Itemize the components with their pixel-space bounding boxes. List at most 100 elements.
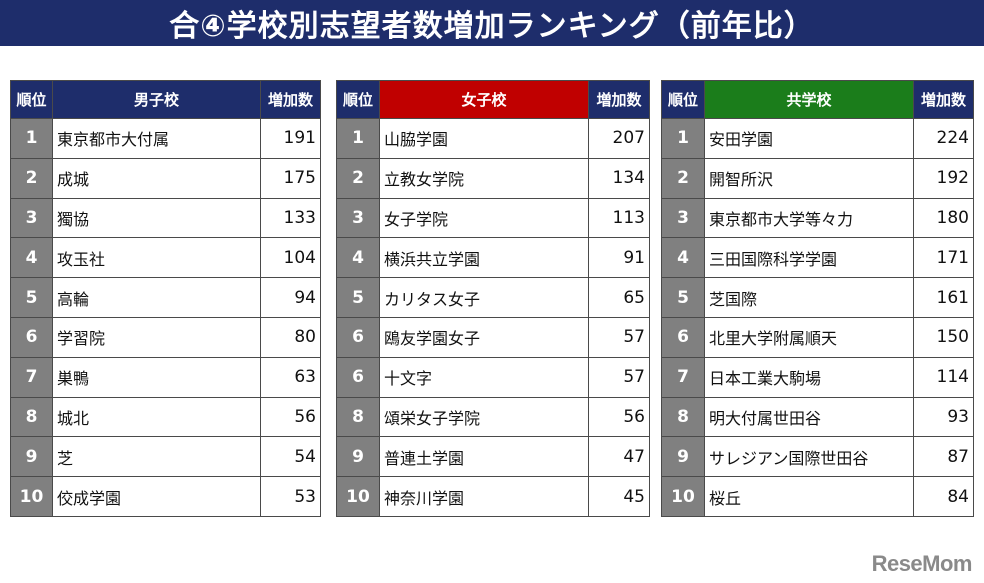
school-name-cell: 日本工業大駒場 — [704, 356, 914, 398]
school-name-cell: 佼成学園 — [52, 476, 261, 517]
increase-cell: 192 — [913, 157, 974, 199]
increase-cell: 224 — [913, 118, 974, 159]
rank-cell: 6 — [336, 356, 380, 398]
rank-cell: 6 — [336, 316, 380, 358]
increase-cell: 150 — [913, 316, 974, 358]
rank-cell: 10 — [10, 476, 53, 517]
table-row: 8 城北 56 — [10, 396, 321, 438]
table-row: 9 サレジアン国際世田谷 87 — [661, 436, 974, 478]
table-row: 1 山脇学園 207 — [336, 118, 650, 159]
table-row: 9 普連土学園 47 — [336, 436, 650, 478]
school-name-cell: 女子学院 — [379, 197, 589, 239]
rank-cell: 2 — [661, 157, 705, 199]
rank-cell: 4 — [661, 237, 705, 279]
rank-cell: 6 — [661, 316, 705, 358]
rank-cell: 3 — [336, 197, 380, 239]
table-row: 3 獨協 133 — [10, 197, 321, 239]
table-row: 6 鴎友学園女子 57 — [336, 316, 650, 358]
school-name-cell: 頌栄女子学院 — [379, 396, 589, 438]
increase-cell: 171 — [913, 237, 974, 279]
table-row: 6 学習院 80 — [10, 316, 321, 358]
rank-cell: 5 — [661, 277, 705, 318]
increase-cell: 57 — [588, 316, 650, 358]
rank-cell: 1 — [336, 118, 380, 159]
school-name-cell: 明大付属世田谷 — [704, 396, 914, 438]
rank-cell: 3 — [661, 197, 705, 239]
increase-cell: 93 — [913, 396, 974, 438]
school-name-cell: 山脇学園 — [379, 118, 589, 159]
increase-cell: 53 — [260, 476, 321, 517]
table-row: 1 安田学園 224 — [661, 118, 974, 159]
rank-cell: 1 — [661, 118, 705, 159]
rank-cell: 7 — [661, 356, 705, 398]
increase-cell: 47 — [588, 436, 650, 478]
coed-school-ranking-table: 順位 共学校 増加数 1 安田学園 224 2 開智所沢 192 3 東京都市大学等々力 180… — [661, 80, 974, 517]
table-row: 8 明大付属世田谷 93 — [661, 396, 974, 438]
school-name-cell: 成城 — [52, 157, 261, 199]
rank-cell: 4 — [336, 237, 380, 279]
increase-cell: 84 — [913, 476, 974, 517]
rank-cell: 9 — [10, 436, 53, 478]
table-row: 10 佼成学園 53 — [10, 476, 321, 517]
table-row: 7 巣鴨 63 — [10, 356, 321, 398]
table-header-row: 順位 女子校 増加数 — [336, 80, 650, 119]
table-row: 6 北里大学附属順天 150 — [661, 316, 974, 358]
school-name-cell: 獨協 — [52, 197, 261, 239]
increase-cell: 65 — [588, 277, 650, 318]
rank-cell: 5 — [10, 277, 53, 318]
rank-cell: 1 — [10, 118, 53, 159]
increase-cell: 80 — [260, 316, 321, 358]
school-name-cell: 開智所沢 — [704, 157, 914, 199]
rank-cell: 2 — [336, 157, 380, 199]
table-row: 2 立教女学院 134 — [336, 157, 650, 199]
rank-header: 順位 — [336, 80, 380, 119]
rank-cell: 2 — [10, 157, 53, 199]
table-row: 10 桜丘 84 — [661, 476, 974, 517]
rank-cell: 9 — [336, 436, 380, 478]
table-row: 6 十文字 57 — [336, 356, 650, 398]
increase-cell: 207 — [588, 118, 650, 159]
rank-cell: 5 — [336, 277, 380, 318]
rank-cell: 7 — [10, 356, 53, 398]
school-name-cell: サレジアン国際世田谷 — [704, 436, 914, 478]
school-name-cell: 神奈川学園 — [379, 476, 589, 517]
increase-cell: 113 — [588, 197, 650, 239]
increase-cell: 56 — [588, 396, 650, 438]
rank-cell: 9 — [661, 436, 705, 478]
page-title: 合④学校別志望者数増加ランキング（前年比） — [169, 9, 815, 44]
table-row: 2 開智所沢 192 — [661, 157, 974, 199]
table-row: 10 神奈川学園 45 — [336, 476, 650, 517]
table-row: 7 日本工業大駒場 114 — [661, 356, 974, 398]
school-name-cell: 高輪 — [52, 277, 261, 318]
increase-cell: 57 — [588, 356, 650, 398]
increase-cell: 45 — [588, 476, 650, 517]
title-bar: 合④学校別志望者数増加ランキング（前年比） — [0, 0, 984, 46]
rank-cell: 8 — [10, 396, 53, 438]
table-row: 3 東京都市大学等々力 180 — [661, 197, 974, 239]
school-name-cell: 立教女学院 — [379, 157, 589, 199]
table-row: 4 横浜共立学園 91 — [336, 237, 650, 279]
table-row: 4 三田国際科学学園 171 — [661, 237, 974, 279]
increase-cell: 104 — [260, 237, 321, 279]
rank-cell: 8 — [661, 396, 705, 438]
rank-cell: 10 — [661, 476, 705, 517]
increase-header: 増加数 — [260, 80, 321, 119]
table-header-row: 順位 共学校 増加数 — [661, 80, 974, 119]
table-row: 4 攻玉社 104 — [10, 237, 321, 279]
school-name-cell: 十文字 — [379, 356, 589, 398]
rank-cell: 10 — [336, 476, 380, 517]
school-name-cell: 桜丘 — [704, 476, 914, 517]
rank-cell: 4 — [10, 237, 53, 279]
increase-cell: 134 — [588, 157, 650, 199]
rank-cell: 8 — [336, 396, 380, 438]
increase-cell: 191 — [260, 118, 321, 159]
school-name-cell: 横浜共立学園 — [379, 237, 589, 279]
school-name-cell: 三田国際科学学園 — [704, 237, 914, 279]
school-name-cell: 東京都市大付属 — [52, 118, 261, 159]
table-row: 5 芝国際 161 — [661, 277, 974, 318]
rank-header: 順位 — [10, 80, 53, 119]
resemom-logo: ReseMom — [871, 551, 973, 576]
increase-cell: 114 — [913, 356, 974, 398]
increase-cell: 161 — [913, 277, 974, 318]
table-header-row: 順位 男子校 増加数 — [10, 80, 321, 119]
